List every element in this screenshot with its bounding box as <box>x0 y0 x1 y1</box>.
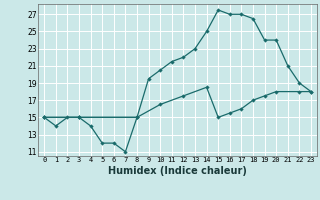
X-axis label: Humidex (Indice chaleur): Humidex (Indice chaleur) <box>108 166 247 176</box>
